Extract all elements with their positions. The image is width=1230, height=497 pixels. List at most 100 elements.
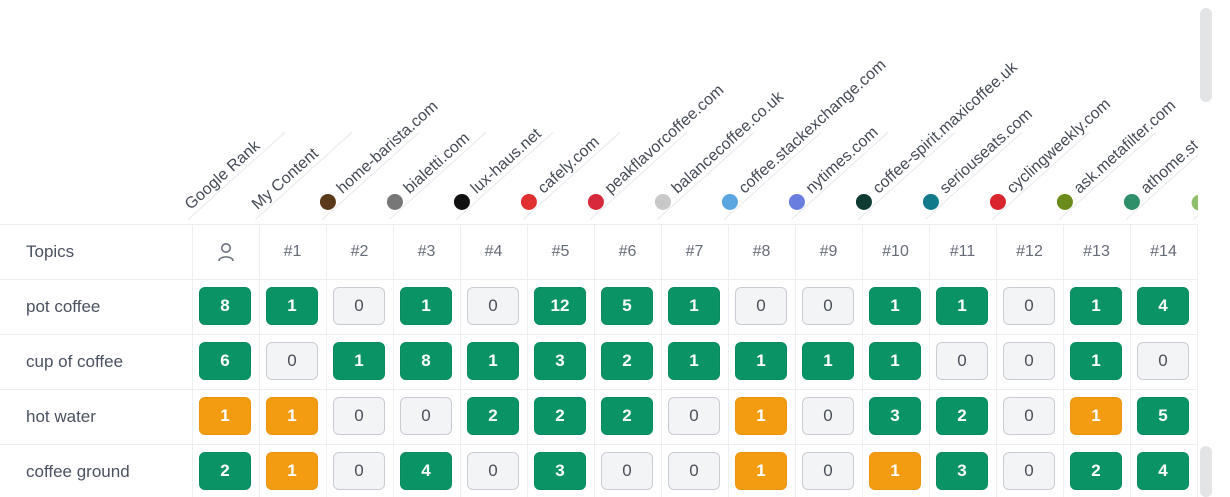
count-cell[interactable]: 0 bbox=[668, 452, 720, 490]
topic-label: coffee ground bbox=[26, 462, 130, 481]
column-divider bbox=[1197, 224, 1198, 497]
count-cell[interactable]: 0 bbox=[467, 452, 519, 490]
count-cell[interactable]: 0 bbox=[333, 452, 385, 490]
count-cell[interactable]: 0 bbox=[668, 397, 720, 435]
count-cell[interactable]: 1 bbox=[668, 342, 720, 380]
rank-header-cell: #6 bbox=[618, 243, 637, 260]
column-header-label: peakflavorcoffee.com bbox=[601, 81, 728, 198]
cafely-favicon-icon bbox=[517, 190, 541, 214]
count-cell[interactable]: 1 bbox=[1070, 397, 1122, 435]
count-cell[interactable]: 1 bbox=[802, 342, 854, 380]
column-divider bbox=[728, 224, 729, 497]
count-cell[interactable]: 0 bbox=[333, 397, 385, 435]
count-cell[interactable]: 3 bbox=[534, 342, 586, 380]
rank-header-cell: #8 bbox=[752, 243, 771, 260]
count-cell[interactable]: 1 bbox=[199, 397, 251, 435]
rank-header-cell: #12 bbox=[1016, 243, 1043, 260]
count-cell[interactable]: 4 bbox=[1137, 452, 1189, 490]
count-cell[interactable]: 0 bbox=[802, 452, 854, 490]
column-divider bbox=[192, 224, 193, 497]
vertical-scrollbar[interactable] bbox=[1198, 0, 1230, 497]
column-headers: Google Rank My Content home-barista.com bia… bbox=[0, 0, 1198, 224]
topics-header: Topics bbox=[26, 242, 75, 261]
count-cell[interactable]: 2 bbox=[1070, 452, 1122, 490]
rank-header-cell: #3 bbox=[417, 243, 436, 260]
count-cell[interactable]: 1 bbox=[735, 452, 787, 490]
count-cell[interactable]: 8 bbox=[400, 342, 452, 380]
count-cell[interactable]: 3 bbox=[936, 452, 988, 490]
count-cell[interactable]: 0 bbox=[601, 452, 653, 490]
header-divider bbox=[188, 132, 286, 220]
count-cell[interactable]: 1 bbox=[936, 287, 988, 325]
count-cell[interactable]: 4 bbox=[1137, 287, 1189, 325]
count-cell[interactable]: 0 bbox=[400, 397, 452, 435]
count-cell[interactable]: 0 bbox=[467, 287, 519, 325]
topic-label: hot water bbox=[26, 407, 96, 426]
count-cell[interactable]: 1 bbox=[467, 342, 519, 380]
count-cell[interactable]: 0 bbox=[936, 342, 988, 380]
count-cell[interactable]: 1 bbox=[668, 287, 720, 325]
bialetti-favicon-icon bbox=[383, 190, 407, 214]
count-cell[interactable]: 0 bbox=[735, 287, 787, 325]
count-cell[interactable]: 0 bbox=[333, 287, 385, 325]
count-cell[interactable]: 0 bbox=[1003, 397, 1055, 435]
count-cell[interactable]: 1 bbox=[869, 287, 921, 325]
rank-header-cell: #4 bbox=[484, 243, 503, 260]
count-cell[interactable]: 2 bbox=[199, 452, 251, 490]
scrollbar-thumb[interactable] bbox=[1200, 8, 1212, 102]
user-icon bbox=[217, 242, 234, 262]
column-divider bbox=[527, 224, 528, 497]
count-cell[interactable]: 12 bbox=[534, 287, 586, 325]
count-cell[interactable]: 1 bbox=[400, 287, 452, 325]
count-cell[interactable]: 1 bbox=[266, 397, 318, 435]
count-cell[interactable]: 5 bbox=[1137, 397, 1189, 435]
count-cell[interactable]: 1 bbox=[266, 452, 318, 490]
lux-haus-favicon-icon bbox=[450, 190, 474, 214]
count-cell[interactable]: 1 bbox=[735, 342, 787, 380]
count-cell[interactable]: 0 bbox=[802, 287, 854, 325]
rank-header-cell: #9 bbox=[819, 243, 838, 260]
count-cell[interactable]: 4 bbox=[400, 452, 452, 490]
athome-favicon-icon bbox=[1120, 190, 1144, 214]
count-cell[interactable]: 1 bbox=[735, 397, 787, 435]
scrollbar-thumb-lower[interactable] bbox=[1200, 446, 1212, 497]
rank-header-cell: #7 bbox=[685, 243, 704, 260]
header-label-group bbox=[1188, 186, 1198, 214]
count-cell[interactable]: 0 bbox=[1003, 287, 1055, 325]
count-cell[interactable]: 0 bbox=[1003, 342, 1055, 380]
count-cell[interactable]: 2 bbox=[601, 397, 653, 435]
extra-favicon-icon bbox=[1188, 191, 1198, 214]
count-cell[interactable]: 0 bbox=[1137, 342, 1189, 380]
count-cell[interactable]: 2 bbox=[467, 397, 519, 435]
count-cell[interactable]: 1 bbox=[1070, 287, 1122, 325]
column-divider bbox=[259, 224, 260, 497]
balancecoffee-favicon-icon bbox=[651, 190, 675, 214]
count-cell[interactable]: 2 bbox=[534, 397, 586, 435]
count-cell[interactable]: 2 bbox=[601, 342, 653, 380]
column-divider bbox=[460, 224, 461, 497]
count-cell[interactable]: 1 bbox=[333, 342, 385, 380]
count-cell[interactable]: 0 bbox=[802, 397, 854, 435]
count-cell[interactable]: 1 bbox=[1070, 342, 1122, 380]
count-cell[interactable]: 1 bbox=[869, 452, 921, 490]
stackexchange-favicon-icon bbox=[718, 190, 742, 214]
count-cell[interactable]: 1 bbox=[266, 287, 318, 325]
seriouseats-favicon-icon bbox=[919, 190, 943, 214]
count-cell[interactable]: 3 bbox=[534, 452, 586, 490]
count-cell[interactable]: 0 bbox=[266, 342, 318, 380]
count-cell[interactable]: 2 bbox=[936, 397, 988, 435]
count-cell[interactable]: 8 bbox=[199, 287, 251, 325]
count-cell[interactable]: 3 bbox=[869, 397, 921, 435]
header-label-group: seriouseats.com bbox=[919, 106, 1037, 214]
count-cell[interactable]: 0 bbox=[1003, 452, 1055, 490]
count-cell[interactable]: 5 bbox=[601, 287, 653, 325]
column-divider bbox=[1063, 224, 1064, 497]
count-cell[interactable]: 6 bbox=[199, 342, 251, 380]
topic-label: pot coffee bbox=[26, 297, 101, 316]
header-label-group: ask.metafilter.com bbox=[1053, 97, 1180, 214]
column-divider bbox=[929, 224, 930, 497]
row-divider bbox=[0, 444, 1198, 445]
count-cell[interactable]: 1 bbox=[869, 342, 921, 380]
cyclingweekly-favicon-icon bbox=[986, 190, 1010, 214]
column-divider bbox=[594, 224, 595, 497]
